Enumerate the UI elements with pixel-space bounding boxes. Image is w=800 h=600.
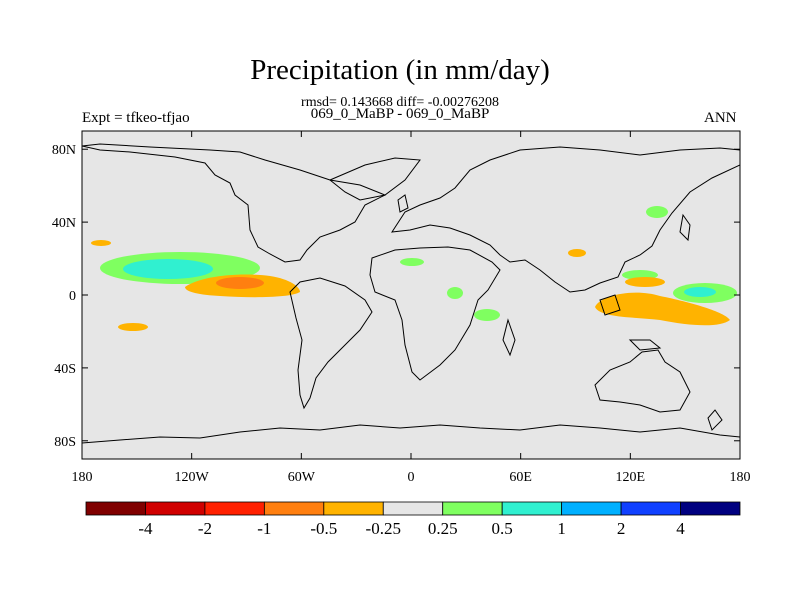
anomaly-negative-maritime — [595, 292, 730, 326]
coast-eurasia — [391, 146, 740, 293]
x-tick-label: 0 — [408, 470, 415, 485]
colorbar-level-label: -0.25 — [366, 519, 401, 538]
colorbar: -4 -2 -1 -0.5 -0.25 0.25 0.5 1 2 4 — [85, 501, 741, 538]
anomaly-negative-east-asia — [625, 277, 665, 287]
y-axis-ticks: 80N 40N 0 40S 80S — [52, 143, 740, 450]
coast-antarctica — [82, 424, 740, 444]
anomaly-small-east-africa — [474, 309, 500, 321]
anomaly-small-central-africa — [447, 287, 463, 299]
colorbar-level-label: 4 — [676, 519, 685, 538]
colorbar-swatch — [323, 501, 384, 516]
colorbar-swatch — [204, 501, 265, 516]
anomaly-small-south-pacific — [118, 323, 148, 331]
colorbar-level-label: 0.25 — [428, 519, 458, 538]
coast-japan — [679, 213, 691, 242]
coast-new-guinea — [628, 339, 662, 351]
x-tick-label: 60E — [509, 470, 532, 485]
x-tick-label: 180 — [730, 470, 751, 485]
colorbar-level-label: -1 — [257, 519, 271, 538]
colorbar-level-label: -2 — [198, 519, 212, 538]
y-tick-label: 40N — [52, 216, 76, 231]
plot-title: Precipitation (in mm/day) — [250, 54, 550, 86]
anomaly-negative-equatorial-pacific-core — [216, 277, 264, 289]
colorbar-swatch — [442, 501, 503, 516]
y-tick-label: 80N — [52, 143, 76, 158]
coast-south-america — [289, 277, 373, 410]
x-tick-label: 120E — [616, 470, 646, 485]
experiment-label: Expt = tfkeo-tfjao — [82, 110, 190, 126]
x-axis-ticks: 180 120W 60W 0 60E 120E 180 — [72, 131, 751, 485]
anomaly-small-china — [646, 206, 668, 218]
x-tick-label: 120W — [175, 470, 210, 485]
season-label: ANN — [704, 110, 737, 126]
anomaly-positive-east-pacific-core — [123, 259, 213, 279]
anomaly-small-north-pacific — [91, 240, 111, 246]
anomaly-positive-west-pacific-core — [684, 287, 716, 297]
anomaly-contours — [91, 206, 737, 331]
colorbar-swatch — [382, 501, 444, 516]
colorbar-level-label: 1 — [557, 519, 566, 538]
colorbar-swatch — [501, 501, 563, 516]
colorbar-swatch — [620, 501, 681, 516]
case-names: 069_0_MaBP - 069_0_MaBP — [310, 106, 490, 122]
colorbar-level-label: -0.5 — [310, 519, 337, 538]
coast-greenland — [329, 157, 421, 201]
continent-outlines — [82, 143, 740, 444]
colorbar-swatch — [263, 501, 325, 516]
x-tick-label: 180 — [72, 470, 93, 485]
colorbar-level-label: -4 — [138, 519, 153, 538]
colorbar-swatch — [561, 501, 622, 516]
coast-borneo — [599, 294, 621, 316]
coast-north-america — [82, 143, 387, 263]
coast-australia — [594, 349, 691, 413]
anomaly-small-west-africa — [400, 258, 424, 266]
rmsd-diff-stats: rmsd= 0.143668 diff= -0.00276208 — [301, 95, 499, 110]
colorbar-level-label: 2 — [617, 519, 626, 538]
anomaly-small-tibet — [568, 249, 586, 257]
coast-madagascar — [502, 318, 516, 357]
x-tick-label: 60W — [288, 470, 316, 485]
y-tick-label: 80S — [54, 435, 76, 450]
coast-new-zealand — [707, 409, 723, 431]
y-tick-label: 0 — [69, 289, 76, 304]
colorbar-level-label: 0.5 — [492, 519, 513, 538]
coast-africa-eurasia — [369, 246, 501, 381]
y-tick-label: 40S — [54, 362, 76, 377]
colorbar-swatch — [680, 501, 741, 516]
colorbar-swatch — [85, 501, 146, 516]
coast-uk — [397, 194, 409, 213]
colorbar-swatch — [145, 501, 206, 516]
